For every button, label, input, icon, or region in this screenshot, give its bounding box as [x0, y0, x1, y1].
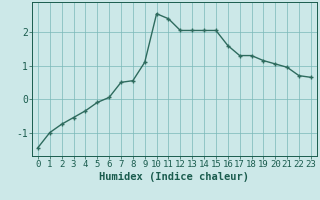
X-axis label: Humidex (Indice chaleur): Humidex (Indice chaleur) — [100, 172, 249, 182]
